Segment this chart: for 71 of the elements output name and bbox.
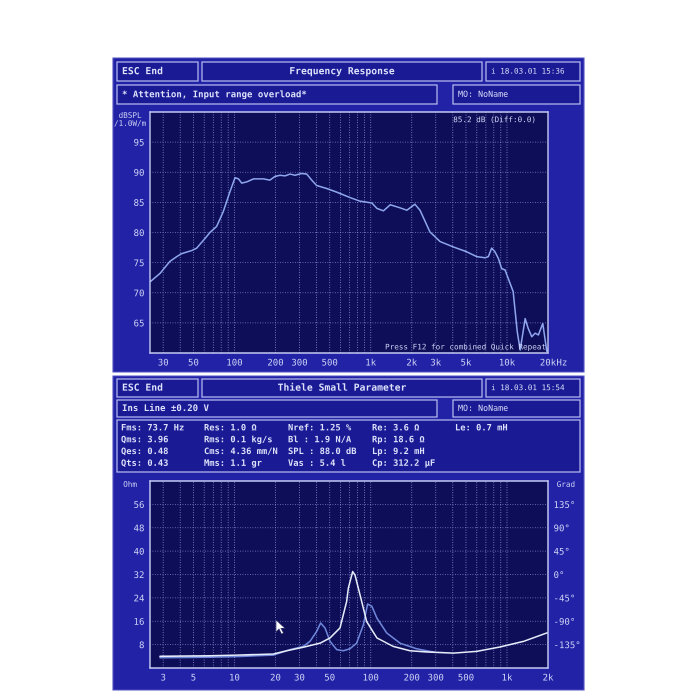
chart-title: Thiele Small Parameter (278, 382, 406, 391)
x-tick-label: 500 (458, 674, 474, 681)
text: Re: 3.6 Ω (372, 424, 420, 431)
x-tick-label: 20 (270, 674, 280, 681)
x-tick-label: 10k (500, 358, 515, 366)
y-tick-label: 70 (134, 290, 144, 296)
x-tick-label: 5 (191, 674, 196, 681)
x-tick-label: 30 (158, 358, 168, 366)
x-tick-label: 200 (268, 358, 284, 366)
y2-tick-label: -135° (555, 641, 580, 648)
x-tick-label: 30 (294, 674, 304, 681)
y-tick-label: 8 (140, 641, 144, 648)
y-tick-label: 24 (134, 594, 144, 602)
text: ESC End (122, 383, 162, 391)
y-tick-label: 32 (134, 571, 144, 578)
text: Bl : 1.9 N/A (288, 436, 352, 444)
x-tick-label: 300 (428, 674, 444, 681)
y-tick-label: 80 (134, 229, 144, 236)
text: Qts: 0.43 (121, 459, 168, 468)
text: Nref: 1.25 % (288, 424, 352, 431)
text: Mms: 1.1 gr (204, 459, 262, 468)
text: ESC End (122, 66, 162, 74)
text: Cp: 312.2 µF (372, 459, 435, 468)
x-tick-label: 10 (230, 674, 240, 681)
y-tick-label: 90 (134, 169, 144, 176)
y2-tick-label: -90° (555, 618, 574, 625)
y-tick-label: 85 (134, 199, 144, 206)
text: SPL : 88.0 dB (288, 447, 356, 454)
y2-tick-label: -45° (555, 594, 574, 602)
y2-tick-label: 45° (554, 548, 569, 555)
text: Rms: 0.1 kg/s (204, 436, 272, 444)
x-tick-label: 1k (366, 358, 376, 366)
y-tick-label: 40 (134, 548, 144, 555)
text: Vas : 5.4 l (288, 459, 346, 466)
x-tick-label: 200 (404, 674, 420, 681)
y2-tick-label: 135° (554, 501, 574, 508)
text: * Attention, Input range overload* (122, 90, 306, 100)
text: Cms: 4.36 mm/N (204, 448, 278, 455)
y-tick-label: 75 (134, 259, 144, 266)
text: Rp: 18.6 Ω (372, 436, 424, 444)
x-tick-label: 500 (322, 358, 338, 366)
x-tick-label: 3 (161, 674, 166, 681)
x-tick-label: 100 (227, 358, 242, 366)
y-tick-label: 65 (134, 320, 144, 326)
text: MO: NoName (458, 90, 508, 97)
x-tick-label: 100 (364, 674, 378, 681)
x-tick-label: 3k (430, 358, 442, 366)
text: Lp: 9.2 mH (372, 448, 424, 456)
x-tick-label: 5k (461, 358, 472, 366)
y-tick-label: 48 (134, 524, 144, 532)
y2-tick-label: 0° (554, 571, 564, 578)
y2-tick-label: 90° (554, 524, 569, 532)
x-tick-label: 1k (502, 674, 512, 680)
text: Qes: 0.48 (121, 448, 168, 456)
x-tick-label: 50 (324, 674, 335, 681)
y-tick-label: 16 (134, 618, 144, 625)
text: Ins Line ±0.20 V (122, 404, 209, 412)
x-tick-label: 20k (540, 358, 556, 366)
y-tick-label: 56 (134, 501, 144, 508)
x-axis-title: Hz (557, 358, 566, 366)
y-tick-label: 95 (134, 138, 144, 146)
x-tick-label: 300 (292, 358, 308, 366)
x-tick-label: 50 (188, 358, 198, 366)
chart-title: Frequency Response (290, 67, 394, 76)
text: Le: 0.7 mH (456, 424, 508, 431)
x-tick-label: 2k (406, 358, 418, 366)
text: Qms: 3.96 (121, 436, 168, 444)
text: Res: 1.0 Ω (204, 424, 256, 431)
text: MO: NoName (458, 404, 508, 411)
x-tick-label: 2k (543, 674, 554, 680)
text: Fms: 73.7 Hz (122, 424, 184, 431)
